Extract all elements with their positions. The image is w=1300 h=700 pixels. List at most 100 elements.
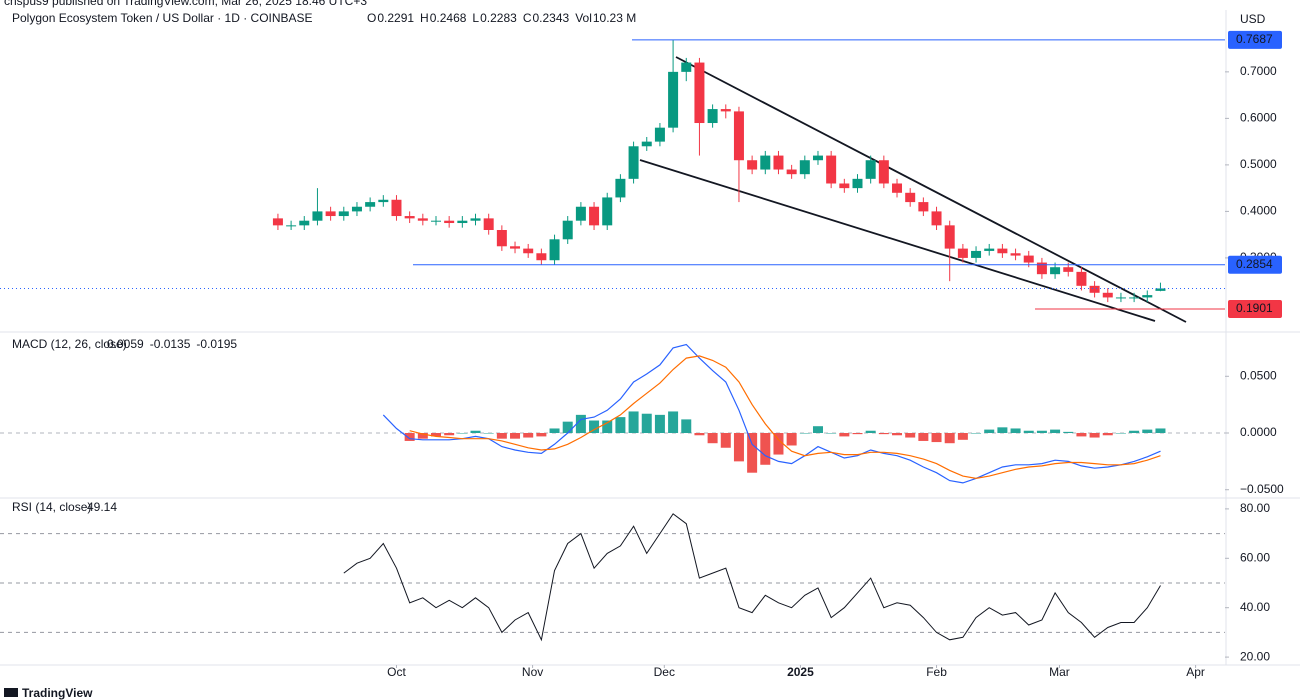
candle-body — [338, 211, 349, 217]
histogram-bar — [694, 433, 705, 436]
histogram-bar — [1076, 433, 1087, 437]
candle-body — [733, 111, 744, 161]
y-tick-label: 80.00 — [1240, 501, 1270, 515]
candle-body — [957, 248, 968, 258]
candle-body — [1102, 292, 1113, 298]
candle-body — [496, 230, 507, 247]
candle-body — [668, 71, 679, 128]
candle-body — [417, 218, 428, 221]
histogram-bar — [536, 433, 547, 437]
rsi-title: RSI (14, close) — [12, 500, 91, 514]
candle-body — [562, 220, 573, 240]
candle-body — [312, 211, 323, 221]
header-value: 0.2468 — [430, 11, 467, 25]
line — [343, 513, 1161, 642]
currency: USD — [1240, 12, 1266, 26]
candle-body — [826, 155, 837, 184]
logo: TradingView — [22, 686, 93, 700]
histogram-bar — [1115, 433, 1126, 434]
candle-body — [1076, 271, 1087, 286]
histogram-bar — [786, 433, 797, 446]
histogram-bar — [589, 420, 600, 434]
candle-body — [483, 218, 494, 230]
candle-body — [865, 160, 876, 179]
histogram-bar — [892, 433, 903, 436]
candle-body — [786, 169, 797, 175]
header-label: L — [472, 11, 479, 25]
histogram-bar — [720, 433, 731, 448]
candle-body — [878, 160, 889, 184]
histogram-bar — [760, 433, 771, 465]
candle-body — [1155, 288, 1166, 291]
candle-body — [457, 220, 468, 224]
candle-body — [589, 206, 600, 226]
candle-body — [707, 109, 718, 124]
candle-body — [997, 248, 1008, 254]
line — [409, 355, 1161, 480]
histogram-bar — [918, 433, 929, 441]
histogram-bar — [430, 433, 441, 437]
header-value: 0.2291 — [377, 11, 414, 25]
histogram-bar — [496, 433, 507, 439]
candle-body — [404, 216, 415, 219]
y-tick-label: 0.6000 — [1240, 111, 1277, 125]
y-tick-label: 0.4000 — [1240, 204, 1277, 218]
trendline — [675, 56, 1187, 323]
histogram-bar — [812, 426, 823, 434]
candle-body — [549, 239, 560, 261]
x-tick-label: Oct — [387, 665, 406, 679]
candle-body — [773, 155, 784, 170]
candle-body — [799, 160, 810, 175]
candle-body — [523, 248, 534, 254]
histogram-bar — [878, 433, 889, 435]
candle-body — [1129, 297, 1140, 299]
logo-mark — [4, 688, 18, 697]
histogram-bar — [852, 433, 863, 435]
header-label: O — [367, 11, 376, 25]
price-label-box — [1228, 255, 1282, 274]
histogram-bar — [404, 433, 415, 441]
histogram-bar — [444, 433, 455, 436]
candle-body — [892, 183, 903, 193]
histogram-bar — [549, 428, 560, 434]
histogram-bar — [641, 413, 652, 434]
histogram-bar — [957, 433, 968, 440]
histogram-bar — [681, 419, 692, 434]
histogram-bar — [839, 433, 850, 437]
candle-body — [378, 199, 389, 203]
x-tick-label: Feb — [926, 665, 947, 679]
histogram-bar — [984, 429, 995, 434]
candle-body — [852, 178, 863, 189]
histogram-bar — [826, 433, 837, 434]
line — [382, 343, 1161, 484]
histogram-bar — [602, 420, 613, 434]
header-label: C — [523, 11, 532, 25]
y-tick-label: 60.00 — [1240, 550, 1270, 564]
histogram-bar — [668, 411, 679, 434]
histogram-bar — [799, 433, 810, 434]
legend-value: 0.0059 — [107, 337, 144, 351]
header-value: 0.2343 — [532, 11, 569, 25]
candle-body — [628, 146, 639, 179]
candle-body — [444, 220, 455, 224]
histogram-bar — [773, 433, 784, 455]
legend-value: -0.0195 — [196, 337, 237, 351]
trendline — [639, 159, 1156, 322]
candle-body — [351, 206, 362, 212]
y-tick-label: −0.0500 — [1240, 482, 1284, 496]
candle-body — [641, 141, 652, 147]
histogram-bar — [628, 411, 639, 434]
candle-body — [1142, 295, 1153, 298]
candle-body — [984, 248, 995, 251]
price-label: 0.1901 — [1236, 301, 1273, 315]
histogram-bar — [654, 414, 665, 434]
header-label: Vol — [575, 11, 592, 25]
candle-body — [905, 192, 916, 203]
histogram-bar — [733, 433, 744, 462]
histogram-bar — [747, 433, 758, 473]
x-tick-label: Nov — [522, 665, 543, 679]
y-tick-label: 20.00 — [1240, 649, 1270, 663]
candle-body — [839, 183, 850, 189]
published-note: cnspus9 published on TradingView.com, Ma… — [4, 0, 367, 8]
candle-body — [681, 62, 692, 72]
